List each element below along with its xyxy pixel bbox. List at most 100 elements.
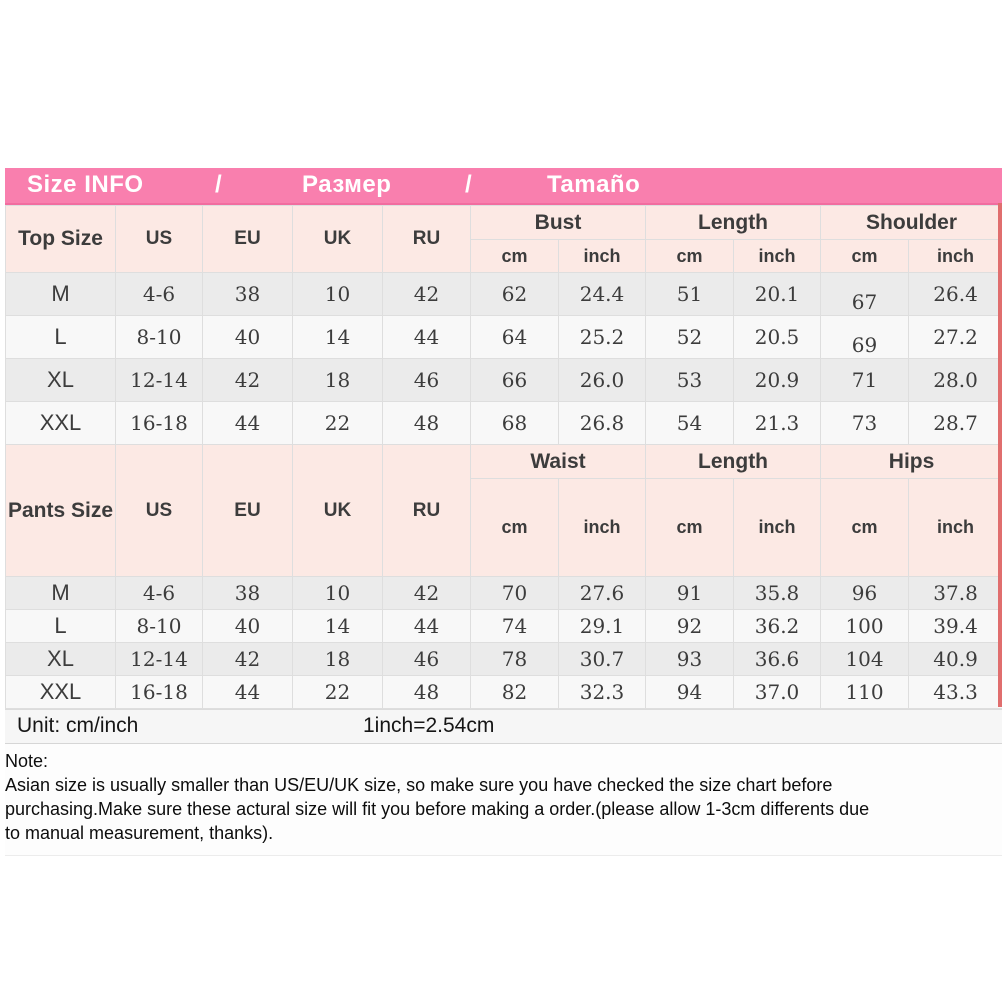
cell-hips-cm: 96 bbox=[820, 576, 910, 610]
cell-uk: 22 bbox=[292, 401, 383, 445]
unit-header-inch: inch bbox=[733, 478, 822, 577]
cell-eu: 38 bbox=[202, 272, 293, 316]
title-separator: / bbox=[215, 171, 223, 198]
cell-length-cm: 93 bbox=[645, 642, 735, 676]
cell-uk: 10 bbox=[292, 272, 383, 316]
group-header-length: Length bbox=[645, 205, 822, 240]
cell-length-inch: 20.5 bbox=[733, 315, 822, 359]
cell-us: 12-14 bbox=[115, 358, 203, 402]
cell-waist-inch: 32.3 bbox=[557, 675, 647, 709]
title-size-info: Size INFO bbox=[27, 171, 144, 198]
top-row-xxl: XXL 16-18 44 22 48 68 26.8 54 21.3 73 28… bbox=[5, 401, 1002, 445]
cell-bust-inch: 24.4 bbox=[557, 272, 647, 316]
cell-uk: 10 bbox=[292, 576, 383, 610]
top-row-xl: XL 12-14 42 18 46 66 26.0 53 20.9 71 28.… bbox=[5, 358, 1002, 402]
cell-shoulder-cm: 69 bbox=[820, 315, 910, 359]
cell-shoulder-cm: 67 bbox=[820, 272, 910, 316]
col-header-uk: UK bbox=[292, 444, 383, 577]
top-row-m: M 4-6 38 10 42 62 24.4 51 20.1 67 26.4 bbox=[5, 272, 1002, 316]
col-header-ru: RU bbox=[382, 205, 471, 273]
note-heading: Note: bbox=[5, 751, 49, 771]
group-header-shoulder: Shoulder bbox=[820, 205, 1002, 240]
unit-conversion-row: Unit: cm/inch 1inch=2.54cm bbox=[5, 709, 1002, 744]
cell-waist-cm: 74 bbox=[470, 609, 559, 643]
right-edge-strip bbox=[998, 203, 1002, 707]
cell-waist-cm: 78 bbox=[470, 642, 559, 676]
cell-ru: 48 bbox=[382, 401, 471, 445]
cell-waist-cm: 82 bbox=[470, 675, 559, 709]
size-chart-sheet: Size INFO / Размер / Tamaño Top Size US … bbox=[5, 168, 1002, 856]
cell-shoulder-inch: 28.7 bbox=[908, 401, 1002, 445]
inch-conversion: 1inch=2.54cm bbox=[363, 714, 495, 737]
unit-header-cm: cm bbox=[645, 478, 735, 577]
cell-eu: 38 bbox=[202, 576, 293, 610]
unit-header-cm: cm bbox=[820, 239, 910, 273]
cell-length-cm: 91 bbox=[645, 576, 735, 610]
note-line: purchasing.Make sure these actural size … bbox=[5, 799, 870, 819]
cell-length-cm: 51 bbox=[645, 272, 735, 316]
size-label: XL bbox=[5, 642, 116, 676]
pants-header-groups-row: Pants Size US EU UK RU Waist Length Hips bbox=[5, 444, 1002, 577]
cell-length-inch: 36.6 bbox=[733, 642, 822, 676]
cell-bust-inch: 26.8 bbox=[557, 401, 647, 445]
top-header-groups-row: Top Size US EU UK RU Bust Length Shoulde… bbox=[5, 205, 1002, 273]
cell-length-inch: 20.1 bbox=[733, 272, 822, 316]
cell-length-inch: 35.8 bbox=[733, 576, 822, 610]
cell-length-inch: 36.2 bbox=[733, 609, 822, 643]
cell-shoulder-inch: 26.4 bbox=[908, 272, 1002, 316]
unit-header-inch: inch bbox=[733, 239, 822, 273]
cell-length-inch: 37.0 bbox=[733, 675, 822, 709]
pants-row-m: M 4-6 38 10 42 70 27.6 91 35.8 96 37.8 bbox=[5, 576, 1002, 610]
cell-eu: 44 bbox=[202, 401, 293, 445]
cell-eu: 42 bbox=[202, 358, 293, 402]
unit-label: Unit: cm/inch bbox=[17, 714, 139, 737]
unit-header-cm: cm bbox=[645, 239, 735, 273]
cell-length-inch: 20.9 bbox=[733, 358, 822, 402]
cell-hips-inch: 39.4 bbox=[908, 609, 1002, 643]
col-header-eu: EU bbox=[202, 205, 293, 273]
cell-ru: 48 bbox=[382, 675, 471, 709]
cell-length-cm: 52 bbox=[645, 315, 735, 359]
pants-row-xl: XL 12-14 42 18 46 78 30.7 93 36.6 104 40… bbox=[5, 642, 1002, 676]
cell-us: 16-18 bbox=[115, 675, 203, 709]
col-header-us: US bbox=[115, 444, 203, 577]
cell-uk: 22 bbox=[292, 675, 383, 709]
top-size-label: Top Size bbox=[5, 205, 116, 273]
unit-header-inch: inch bbox=[908, 239, 1002, 273]
cell-waist-inch: 30.7 bbox=[557, 642, 647, 676]
top-row-l: L 8-10 40 14 44 64 25.2 52 20.5 69 27.2 bbox=[5, 315, 1002, 359]
cell-ru: 46 bbox=[382, 358, 471, 402]
cell-ru: 46 bbox=[382, 642, 471, 676]
cell-hips-cm: 100 bbox=[820, 609, 910, 643]
cell-eu: 44 bbox=[202, 675, 293, 709]
cell-hips-cm: 110 bbox=[820, 675, 910, 709]
cell-length-cm: 94 bbox=[645, 675, 735, 709]
unit-header-inch: inch bbox=[557, 239, 647, 273]
col-header-uk: UK bbox=[292, 205, 383, 273]
size-label: M bbox=[5, 576, 116, 610]
cell-eu: 40 bbox=[202, 315, 293, 359]
cell-hips-inch: 43.3 bbox=[908, 675, 1002, 709]
cell-us: 16-18 bbox=[115, 401, 203, 445]
cell-us: 8-10 bbox=[115, 609, 203, 643]
size-label: XXL bbox=[5, 401, 116, 445]
cell-length-cm: 92 bbox=[645, 609, 735, 643]
cell-uk: 18 bbox=[292, 358, 383, 402]
cell-length-cm: 53 bbox=[645, 358, 735, 402]
title-razmer: Размер bbox=[302, 171, 392, 198]
cell-ru: 42 bbox=[382, 272, 471, 316]
group-header-length: Length bbox=[645, 444, 822, 479]
cell-shoulder-inch: 27.2 bbox=[908, 315, 1002, 359]
cell-bust-cm: 66 bbox=[470, 358, 559, 402]
title-bar: Size INFO / Размер / Tamaño bbox=[5, 168, 1002, 205]
cell-us: 4-6 bbox=[115, 272, 203, 316]
cell-bust-cm: 64 bbox=[470, 315, 559, 359]
cell-shoulder-inch: 28.0 bbox=[908, 358, 1002, 402]
group-header-waist: Waist bbox=[469, 444, 647, 479]
cell-waist-inch: 27.6 bbox=[557, 576, 647, 610]
cell-length-inch: 21.3 bbox=[733, 401, 822, 445]
cell-hips-inch: 37.8 bbox=[908, 576, 1002, 610]
col-header-ru: RU bbox=[382, 444, 471, 577]
cell-bust-cm: 68 bbox=[470, 401, 559, 445]
